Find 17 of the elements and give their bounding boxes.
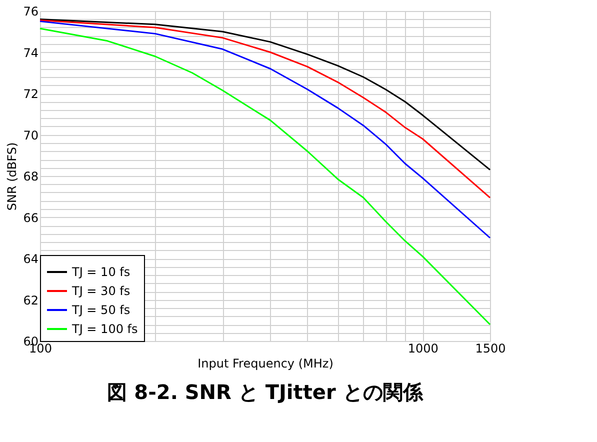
x-tick-label: 1000 bbox=[408, 342, 438, 356]
y-tick-label: 70 bbox=[23, 128, 38, 142]
y-tick-label: 66 bbox=[23, 210, 38, 225]
legend-label: TJ = 50 fs bbox=[71, 303, 130, 317]
y-tick-label: 72 bbox=[23, 87, 38, 101]
y-tick-label: 62 bbox=[23, 293, 38, 308]
legend-label: TJ = 100 fs bbox=[71, 322, 138, 336]
y-tick-label: 68 bbox=[23, 170, 38, 184]
y-tick-label: 74 bbox=[23, 46, 38, 60]
x-tick-label: 1500 bbox=[475, 342, 506, 356]
y-tick-label: 76 bbox=[23, 4, 38, 18]
y-axis-title: SNR (dBFS) bbox=[5, 142, 20, 211]
y-tick-label: 64 bbox=[23, 252, 38, 266]
x-axis-title: Input Frequency (MHz) bbox=[198, 356, 334, 370]
legend-label: TJ = 10 fs bbox=[71, 265, 130, 279]
text: 図 8-2. SNR と TJitter との関係 bbox=[107, 380, 424, 404]
legend-label: TJ = 30 fs bbox=[71, 284, 130, 298]
